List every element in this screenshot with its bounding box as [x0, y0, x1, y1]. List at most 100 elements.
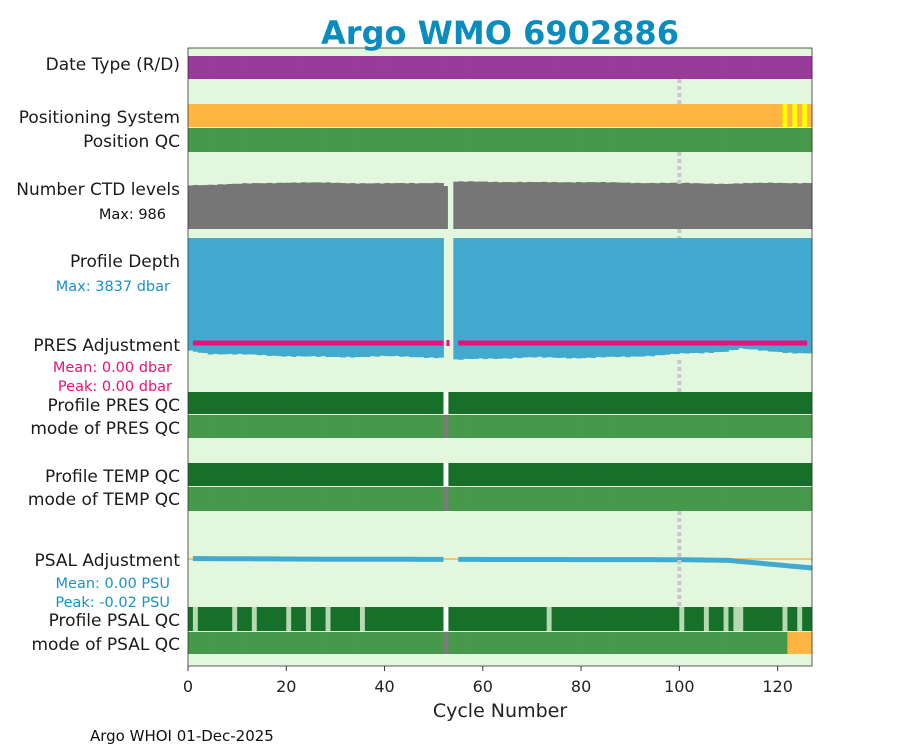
positioning-cycle	[379, 104, 385, 127]
profile-psal-qc-cycle	[674, 607, 680, 631]
profile-depth-bar	[531, 238, 538, 358]
profile-pres-qc-band	[188, 392, 813, 414]
profile-depth-bar	[364, 238, 371, 358]
mode-psal-qc-cycle	[620, 632, 626, 654]
ctd-levels-bar	[315, 182, 322, 229]
date-type-cycle	[472, 56, 479, 79]
profile-psal-qc-cycle	[733, 607, 739, 631]
profile-depth-bar	[325, 238, 331, 358]
profile-pres-qc-cycle	[640, 392, 646, 414]
date-type-cycle	[399, 56, 405, 79]
mode-psal-qc-cycle	[762, 632, 769, 654]
date-type-cycle	[649, 56, 656, 79]
mode-psal-qc-cycle	[571, 632, 577, 654]
profile-temp-qc-cycle	[310, 463, 317, 486]
position-qc-cycle	[266, 128, 272, 152]
mode-pres-qc-cycle	[286, 415, 292, 438]
mode-temp-qc-cycle	[708, 487, 715, 511]
profile-depth-bar	[301, 238, 307, 357]
ctd-levels-bar	[713, 184, 720, 229]
ctd-levels-bar	[394, 183, 400, 229]
mode-pres-qc-cycle	[787, 415, 793, 438]
profile-temp-qc-cycle	[689, 463, 695, 486]
profile-depth-bar	[423, 238, 430, 358]
mode-pres-qc-cycle	[414, 415, 420, 438]
profile-pres-qc-cycle	[310, 392, 317, 414]
profile-psal-qc-cycle	[640, 607, 646, 631]
profile-pres-qc-cycle	[477, 392, 484, 414]
ctd-levels-bar	[566, 182, 572, 229]
mode-temp-qc-cycle	[689, 487, 695, 511]
profile-pres-qc-cycle	[536, 392, 543, 414]
mode-psal-qc-cycle	[595, 632, 602, 654]
positioning-cycle	[787, 104, 793, 127]
date-type-cycle	[787, 56, 793, 79]
profile-temp-qc-cycle	[654, 463, 661, 486]
date-type-cycle	[551, 56, 557, 79]
mode-temp-qc-cycle	[654, 487, 661, 511]
mode-pres-qc-cycle	[802, 415, 808, 438]
positioning-cycle	[585, 104, 592, 127]
profile-depth-bar	[703, 238, 710, 353]
date-type-cycle	[202, 56, 209, 79]
mode-temp-qc-cycle	[188, 487, 194, 511]
ctd-levels-bar	[276, 182, 282, 229]
profile-pres-qc-cycle	[713, 392, 720, 414]
profile-temp-qc-cycle	[315, 463, 322, 486]
positioning-cycle	[605, 104, 611, 127]
ctd-levels-bar	[237, 183, 243, 229]
profile-depth-bar	[320, 238, 326, 357]
positioning-cycle	[315, 104, 322, 127]
ctd-levels-bar	[762, 183, 769, 229]
profile-pres-qc-cycle	[644, 392, 651, 414]
mode-temp-qc-cycle	[512, 487, 518, 511]
position-qc-cycle	[581, 128, 587, 152]
mode-temp-qc-cycle	[301, 487, 307, 511]
profile-pres-qc-cycle	[571, 392, 577, 414]
mode-psal-qc-cycle	[325, 632, 331, 654]
ctd-levels-bar	[502, 182, 508, 229]
date-type-cycle	[359, 56, 366, 79]
ctd-levels-bar	[433, 182, 439, 229]
mode-pres-qc-cycle	[753, 415, 759, 438]
profile-pres-qc-cycle	[748, 392, 754, 414]
date-type-cycle	[291, 56, 297, 79]
positioning-cycle	[463, 104, 469, 127]
ctd-levels-bar	[188, 185, 194, 229]
mode-temp-qc-cycle	[335, 487, 341, 511]
mode-pres-qc-cycle	[517, 415, 523, 438]
mode-psal-qc-cycle	[659, 632, 665, 654]
profile-temp-qc-cycle	[797, 463, 803, 486]
profile-depth-bar	[689, 238, 695, 354]
mode-pres-qc-cycle	[222, 415, 228, 438]
profile-psal-qc-cycle	[689, 607, 695, 631]
profile-pres-qc-cycle	[414, 392, 420, 414]
date-type-cycle	[443, 56, 449, 79]
positioning-cycle	[364, 104, 371, 127]
profile-depth-bar	[487, 238, 494, 359]
mode-psal-qc-cycle	[428, 632, 435, 654]
date-type-cycle	[723, 56, 729, 79]
profile-temp-qc-cycle	[630, 463, 636, 486]
mode-pres-qc-cycle	[207, 415, 213, 438]
ctd-levels-bar	[458, 181, 464, 229]
mode-psal-qc-cycle	[610, 632, 616, 654]
mode-psal-qc-cycle	[787, 632, 793, 654]
mode-psal-qc-cycle	[305, 632, 312, 654]
mode-pres-qc-cycle	[654, 415, 661, 438]
mode-temp-qc-cycle	[659, 487, 665, 511]
mode-psal-qc-cycle	[468, 632, 474, 654]
mode-psal-qc-cycle	[350, 632, 356, 654]
profile-depth-bar	[335, 238, 341, 357]
position-qc-cycle	[536, 128, 543, 152]
profile-pres-qc-cycle	[222, 392, 228, 414]
profile-pres-qc-cycle	[438, 392, 444, 414]
profile-psal-qc-cycle	[463, 607, 469, 631]
mode-temp-qc-cycle	[482, 487, 489, 511]
positioning-cycle	[472, 104, 479, 127]
profile-depth-bar	[585, 238, 592, 358]
profile-depth-bar	[433, 238, 439, 359]
ctd-levels-bar	[561, 182, 567, 229]
positioning-cycle	[207, 104, 213, 127]
profile-psal-qc-cycle	[541, 607, 548, 631]
